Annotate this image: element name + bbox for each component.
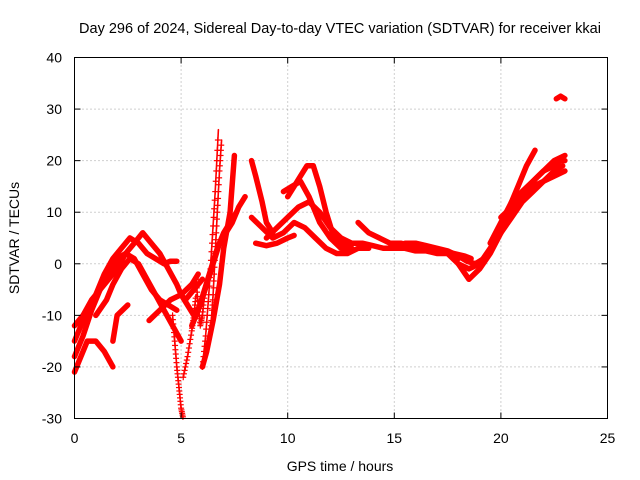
plus-marker bbox=[208, 248, 215, 255]
y-tick-label: 10 bbox=[46, 204, 62, 220]
data-series-track-22 bbox=[498, 168, 568, 221]
x-tick-label: 10 bbox=[280, 430, 296, 446]
data-series-track-4 bbox=[71, 338, 116, 375]
plus-marker bbox=[211, 257, 218, 264]
plus-marker bbox=[212, 250, 219, 257]
data-series-track-16 bbox=[280, 178, 355, 252]
y-tick-label: 40 bbox=[46, 50, 62, 66]
plus-marker bbox=[213, 216, 220, 223]
data-series-track-13 bbox=[252, 232, 297, 249]
plus-marker bbox=[185, 345, 192, 352]
plus-marker bbox=[211, 271, 218, 278]
plus-marker bbox=[180, 374, 187, 381]
data-series-track-11 bbox=[248, 157, 276, 236]
plus-marker bbox=[216, 174, 223, 181]
plus-marker bbox=[209, 307, 216, 314]
plus-marker bbox=[215, 181, 222, 188]
plus-marker bbox=[210, 277, 217, 284]
plus-marker bbox=[214, 202, 221, 209]
plus-marker bbox=[210, 214, 217, 221]
plus-marker bbox=[183, 360, 190, 367]
y-axis-label: SDTVAR / TECUs bbox=[6, 182, 22, 294]
plus-marker bbox=[199, 363, 206, 370]
data-series-track-7 bbox=[146, 271, 201, 324]
plus-marker bbox=[187, 336, 194, 343]
x-axis-label: GPS time / hours bbox=[287, 458, 394, 474]
x-tick-label: 0 bbox=[71, 430, 79, 446]
plus-marker bbox=[208, 317, 215, 324]
plus-marker bbox=[207, 265, 214, 272]
plus-marker bbox=[210, 291, 217, 298]
plus-marker bbox=[217, 157, 224, 164]
plus-marker bbox=[212, 236, 219, 243]
plus-marker bbox=[184, 353, 191, 360]
plus-marker bbox=[214, 209, 221, 216]
plus-marker bbox=[180, 370, 187, 377]
chart-title: Day 296 of 2024, Sidereal Day-to-day VTE… bbox=[79, 21, 601, 37]
plus-marker bbox=[211, 205, 218, 212]
y-tick-label: 20 bbox=[46, 153, 62, 169]
plus-marker bbox=[183, 357, 190, 364]
plus-marker bbox=[203, 319, 210, 326]
plus-marker bbox=[211, 264, 218, 271]
plus-marker bbox=[209, 231, 216, 238]
axis-ticks: 0 5 10 15 20 25 -30 -20 -10 0 10 20 30 40 bbox=[42, 50, 616, 447]
plus-marker bbox=[216, 162, 223, 169]
x-tick-label: 5 bbox=[177, 430, 185, 446]
y-tick-label: -30 bbox=[42, 411, 62, 427]
plus-marker bbox=[202, 332, 209, 339]
plus-marker bbox=[206, 274, 213, 281]
plus-marker bbox=[202, 338, 209, 345]
plus-marker bbox=[210, 284, 217, 291]
plot-frame bbox=[74, 57, 608, 419]
plus-marker bbox=[181, 367, 188, 374]
plus-marker bbox=[217, 147, 224, 154]
data-series-track-19 bbox=[444, 157, 568, 283]
plus-marker bbox=[217, 152, 224, 159]
plus-marker bbox=[199, 358, 206, 365]
plus-marker bbox=[209, 296, 216, 303]
x-tick-label: 20 bbox=[493, 430, 509, 446]
data-series-track-5 bbox=[93, 255, 184, 344]
plus-marker bbox=[182, 363, 189, 370]
plus-marker bbox=[216, 167, 223, 174]
plus-marker bbox=[215, 195, 222, 202]
plus-marker bbox=[211, 197, 218, 204]
plus-marker bbox=[186, 340, 193, 347]
plus-marker bbox=[212, 178, 219, 185]
plus-marker bbox=[206, 283, 213, 290]
y-tick-label: 0 bbox=[54, 256, 62, 272]
data-series-track-23 bbox=[553, 93, 568, 102]
plus-marker bbox=[201, 343, 208, 350]
plus-marker bbox=[203, 326, 210, 333]
plus-marker bbox=[218, 142, 225, 149]
series-layer bbox=[71, 93, 568, 420]
y-tick-label: -10 bbox=[42, 307, 62, 323]
x-tick-label: 25 bbox=[600, 430, 616, 446]
plus-marker bbox=[212, 243, 219, 250]
x-tick-label: 15 bbox=[387, 430, 403, 446]
plus-marker bbox=[208, 312, 215, 319]
plus-marker bbox=[201, 348, 208, 355]
y-tick-label: 30 bbox=[46, 101, 62, 117]
plus-marker bbox=[213, 222, 220, 229]
data-series-track-6 bbox=[110, 302, 131, 344]
y-tick-label: -20 bbox=[42, 359, 62, 375]
plus-marker bbox=[185, 349, 192, 356]
plus-marker bbox=[209, 240, 216, 247]
plus-marker bbox=[214, 137, 221, 144]
plus-marker bbox=[213, 229, 220, 236]
plus-marker bbox=[201, 295, 208, 302]
plus-marker bbox=[188, 332, 195, 339]
plus-marker bbox=[207, 322, 214, 329]
plus-marker bbox=[200, 353, 207, 360]
plus-marker bbox=[215, 188, 222, 195]
plus-marker bbox=[209, 302, 216, 309]
